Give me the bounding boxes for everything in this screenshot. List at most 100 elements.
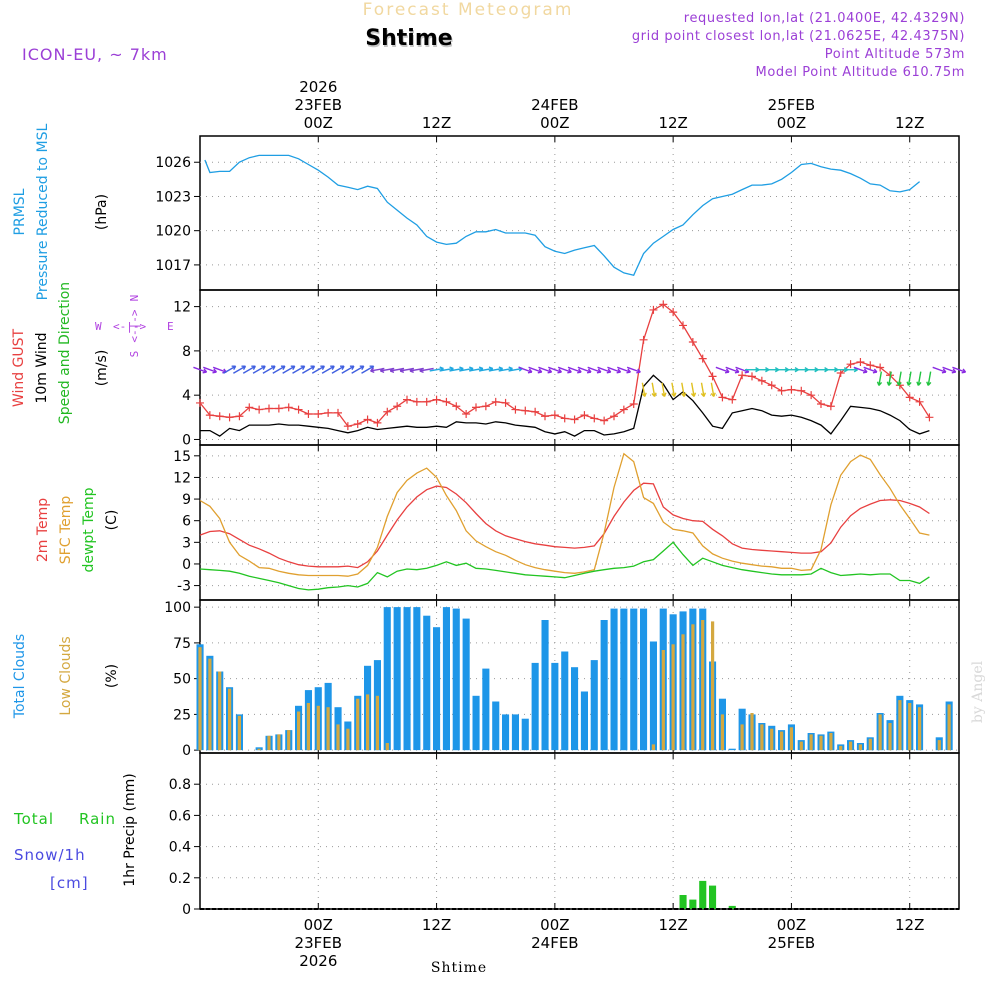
wind-arrow-head: [586, 368, 592, 374]
temp-sfc-label: SFC Temp: [58, 496, 74, 565]
gust-marker: [757, 376, 766, 385]
clouds-bar-low-clouds: [849, 741, 853, 751]
gust-marker: [748, 372, 756, 381]
gust-marker: [541, 412, 549, 421]
top-time-label: 12Z: [658, 114, 687, 132]
wind-arrow-head: [231, 365, 237, 371]
wind-arrow-shaft: [478, 367, 493, 372]
wind-direction-arrow: [876, 371, 883, 386]
wind-arrow-shaft: [311, 365, 325, 374]
wind-arrow-head: [681, 392, 687, 397]
wind-arrow-shaft: [429, 367, 444, 372]
gust-marker: [432, 395, 441, 404]
temp-unit-label: (C): [104, 510, 120, 531]
requested-point: requested lon,lat (21.0400E, 42.4329N): [684, 11, 965, 26]
gust-marker: [826, 402, 835, 411]
wind-direction-arrow: [952, 366, 967, 374]
bottom-date-label: 25FEB: [768, 934, 815, 952]
clouds-bar-low-clouds: [237, 715, 241, 751]
clouds-bar-low-clouds: [306, 703, 310, 751]
wind-arrow-shaft: [459, 367, 474, 372]
gust-marker: [600, 416, 609, 425]
clouds-bar-low-clouds: [898, 700, 902, 751]
gust-marker: [363, 415, 372, 424]
top-time-label: 12Z: [422, 114, 451, 132]
wind-direction-arrow: [906, 371, 912, 386]
wind-direction-arrow: [700, 382, 707, 397]
clouds-bar-low-clouds: [770, 728, 774, 751]
clouds-bar-total-clouds: [403, 607, 411, 751]
wind-arrow-head: [527, 368, 533, 374]
wind-arrow-head: [926, 381, 932, 386]
wind-direction-arrow: [557, 366, 572, 374]
wind-arrow-head: [700, 392, 707, 397]
pressure-ytick-label: 1023: [155, 189, 191, 205]
wind-arrow-shaft: [538, 366, 552, 373]
gust-marker: [294, 405, 303, 414]
clouds-bar-total-clouds: [640, 608, 648, 751]
wind-arrow-head: [671, 392, 677, 397]
top-time-label: 00Z: [777, 114, 806, 132]
pressure-desc-label: Pressure Reduced to MSL: [35, 123, 51, 300]
top-time-label: 00Z: [540, 114, 569, 132]
temperature-ytick-label: 9: [182, 492, 191, 508]
bottom-time-label: 00Z: [304, 916, 333, 934]
wind-arrow-shaft: [341, 365, 355, 374]
wind-direction-arrow: [302, 365, 316, 374]
wind-direction-arrow: [932, 366, 947, 374]
compass-vertical-arrow: <-|->: [128, 309, 141, 342]
clouds-bar-low-clouds: [346, 728, 350, 751]
precipitation-frame: [199, 752, 960, 910]
gust-marker: [334, 408, 342, 417]
gust-marker: [422, 397, 431, 406]
wind-direction-arrow: [528, 366, 543, 374]
precipitation-ytick-label: 0.6: [169, 808, 191, 824]
clouds-bar-total-clouds: [433, 627, 441, 751]
wind-arrow-head: [300, 365, 306, 371]
wind-arrow-shaft: [700, 382, 705, 397]
clouds-bar-total-clouds: [649, 641, 657, 751]
wind-arrow-head: [320, 365, 325, 371]
wind-arrow-head: [641, 392, 647, 397]
wind-arrow-shaft: [439, 367, 454, 372]
wind-arrow-head: [280, 365, 286, 371]
gust-marker: [610, 412, 618, 421]
clouds-bar-low-clouds: [651, 744, 655, 751]
wind-direction-arrow: [282, 365, 296, 374]
wind-arrow-head: [916, 381, 922, 386]
gust-marker: [560, 414, 569, 423]
wind-arrow-shaft: [518, 366, 533, 373]
wind-arrow-shaft: [917, 371, 922, 386]
clouds-ytick-label: 25: [173, 707, 191, 723]
wind-arrow-shaft: [661, 382, 666, 397]
wind-direction-arrow: [272, 365, 286, 374]
wind-direction-arrow: [626, 366, 641, 374]
wind-series-wind-gust: [199, 303, 930, 427]
gust-marker: [225, 413, 234, 422]
clouds-bar-total-clouds: [492, 701, 500, 751]
wind-arrow-shaft: [223, 365, 236, 374]
clouds-bar-low-clouds: [908, 703, 912, 751]
wind-arrow-shaft: [508, 367, 523, 372]
clouds-ytick-label: 50: [173, 672, 191, 688]
gust-marker: [343, 422, 352, 431]
wind-arrow-head: [310, 365, 316, 371]
clouds-bar-total-clouds: [462, 618, 470, 751]
wind-arrow-head: [261, 365, 266, 371]
top-year-label: 2026: [299, 78, 337, 96]
clouds-bar-low-clouds: [326, 707, 330, 751]
temperature-ytick-label: 0: [182, 557, 191, 573]
wind-arrow-shaft: [203, 366, 217, 373]
precipitation-ytick-label: 0: [182, 902, 191, 918]
gust-marker: [679, 321, 687, 330]
wind-direction-arrow: [690, 382, 697, 397]
wind-arrow-shaft: [690, 382, 695, 397]
wind-arrow-shaft: [587, 366, 602, 373]
clouds-bar-low-clouds: [366, 694, 370, 751]
gust-marker: [688, 338, 697, 347]
gust-marker: [274, 404, 283, 413]
wind-arrow-head: [606, 368, 612, 374]
precip-axis-label: 1hr Precip (mm): [122, 773, 138, 886]
wind-direction-arrow: [242, 365, 256, 374]
